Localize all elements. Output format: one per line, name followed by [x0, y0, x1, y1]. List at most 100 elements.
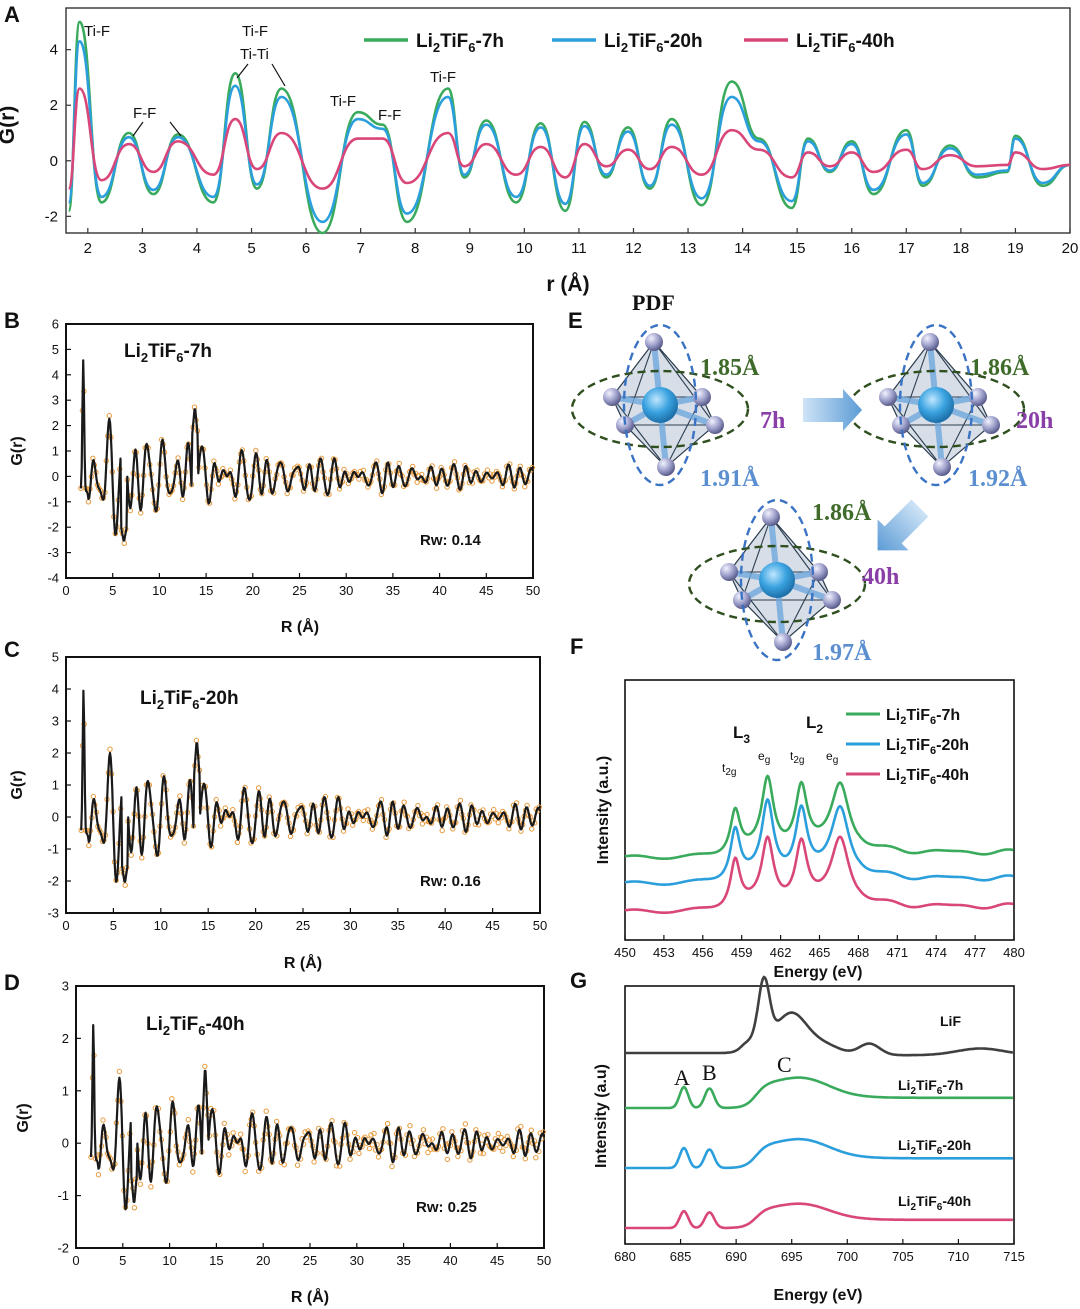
x-tick-label-a: 13 [680, 240, 697, 257]
x-tick-label: 45 [479, 583, 493, 598]
spectrum-g-lif [625, 975, 1014, 1057]
x-tick-label: 40 [443, 1253, 457, 1268]
y-tick-label: 5 [52, 342, 59, 357]
x-tick-label: 50 [526, 583, 540, 598]
observed-point [148, 1184, 154, 1190]
y-tick-label-a: 4 [50, 42, 58, 59]
x-tick-label: 0 [72, 1253, 79, 1268]
axial-ellipse [739, 498, 815, 662]
spectrum-g-7h [625, 1076, 1013, 1110]
edge-label-l3: L3 [733, 723, 750, 746]
x-tick-label: 10 [162, 1253, 176, 1268]
x-tick-label-a: 10 [516, 240, 533, 257]
annotation-ti-f-1: Ti-F [84, 23, 110, 40]
observed-point [86, 842, 92, 849]
y-axis-a: -2 0 2 4 [45, 42, 71, 225]
observed-point [419, 821, 426, 827]
observed-point [238, 1131, 244, 1137]
f-atom [892, 416, 910, 434]
legend-label-f-40h: Li2TiF6-40h [886, 767, 969, 787]
series-label-g-7h: Li2TiF6-7h [898, 1077, 963, 1097]
x-tick-label-f: 468 [848, 945, 870, 960]
x-tick-label-f: 465 [809, 945, 831, 960]
observed-point [234, 839, 241, 845]
observed-point [100, 1117, 106, 1123]
x-tick-label-f: 453 [653, 945, 675, 960]
observed-point [401, 799, 407, 805]
observed-point [311, 1159, 317, 1165]
observed-point [522, 1156, 528, 1162]
octahedra-group: 1.85Å 1.91Å 7h 1.86Å 1.92Å 20h 1.86Å 1.97Å 40h [570, 323, 1053, 666]
x-label-b: R (Å) [281, 617, 319, 636]
observed-point [177, 793, 183, 799]
observed-point [533, 1155, 539, 1161]
x-tick-label-a: 19 [1007, 240, 1024, 257]
x-tick-label-a: 14 [734, 240, 751, 257]
observed-point [495, 1130, 501, 1137]
observed-point [420, 1127, 427, 1133]
observed-point [242, 1168, 248, 1175]
x-tick-label: 45 [485, 918, 499, 933]
x-tick-label-a: 16 [843, 240, 860, 257]
x-tick-label: 25 [303, 1253, 317, 1268]
x-tick-label: 20 [256, 1253, 270, 1268]
spectrum-g-20h [625, 1137, 1013, 1170]
chart-title-d: Li2TiF6-40h [146, 1014, 245, 1038]
orbital-label-eg-l2: eg [826, 749, 838, 766]
x-tick-label-a: 2 [84, 240, 92, 257]
ti-atom [642, 387, 678, 423]
octahedron-20h: 1.86Å 1.92Å 20h [846, 323, 1053, 492]
observed-point [139, 855, 145, 861]
fit-line [79, 359, 535, 542]
x-tick-label: 15 [209, 1253, 223, 1268]
octahedron-edge [929, 341, 979, 398]
x-tick-label: 45 [490, 1253, 504, 1268]
y-tick-label: 3 [62, 979, 69, 994]
octahedron-40h: 1.86Å 1.97Å 40h [687, 498, 899, 666]
f-atom [733, 591, 751, 609]
x-tick-label-a: 9 [466, 240, 474, 257]
x-tick-label: 30 [339, 583, 353, 598]
observed-point [218, 823, 224, 829]
rw-value-c: Rw: 0.16 [420, 873, 481, 890]
spectrum-f-20h [624, 797, 1014, 886]
panel-label-c: C [4, 637, 20, 662]
observed-point [510, 1153, 516, 1160]
orbital-label-t2g-l3: t2g [722, 761, 736, 778]
x-tick-label: 40 [438, 918, 452, 933]
observed-point [477, 1150, 484, 1156]
plot-area-g: 680 685 690 695 700 705 710 715 [614, 975, 1025, 1264]
time-label: 40h [862, 564, 899, 590]
f-atom [982, 416, 1000, 434]
observed-point [497, 1144, 503, 1151]
equatorial-bond-length: 1.85Å [700, 355, 760, 381]
observed-point [107, 746, 113, 752]
octahedron-edge [770, 516, 820, 573]
x-tick-label: 25 [292, 583, 306, 598]
octahedron-edge [929, 341, 992, 426]
x-tick-label-a: 17 [898, 240, 915, 257]
x-tick-label-a: 4 [193, 240, 201, 257]
x-label-g: Energy (eV) [774, 1287, 863, 1304]
observed-point [426, 1137, 433, 1143]
y-tick-label: 6 [52, 317, 59, 332]
plot-frame-a [65, 7, 1071, 234]
y-tick-label: 2 [62, 1031, 69, 1046]
observed-point [230, 1130, 236, 1136]
arrow-20h-40h [877, 499, 929, 551]
legend-label-7h: Li2TiF6-7h [416, 31, 504, 55]
series-label-g-40h: Li2TiF6-40h [898, 1193, 971, 1213]
observed-point [480, 1150, 486, 1157]
observed-point [462, 1121, 469, 1127]
time-label: 7h [760, 408, 785, 434]
octahedron-edge [728, 571, 784, 643]
x-tick-label: 0 [62, 918, 69, 933]
f-atom [693, 388, 711, 406]
observed-point [263, 1108, 269, 1114]
series-line-a-7h [67, 20, 1071, 235]
axial-ellipse [622, 323, 698, 487]
observed-point [455, 1153, 461, 1160]
